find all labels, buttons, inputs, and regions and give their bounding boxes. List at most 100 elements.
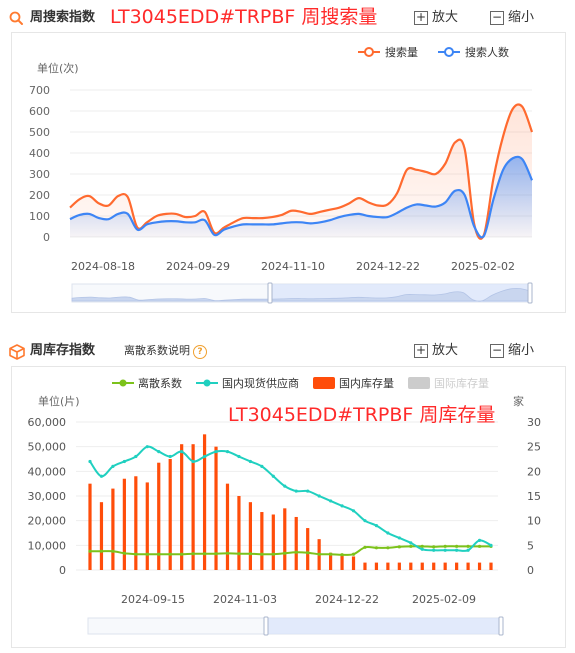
series-point [122,551,126,555]
legend-marker [444,47,454,57]
y-tick-label: 0 [43,231,50,244]
stock-bar [111,488,115,570]
y-tick-label: 500 [29,126,50,139]
legend-swatch [313,377,335,389]
series-point [283,551,287,555]
legend-item-3[interactable]: 国内库存量 [313,376,394,390]
minus-icon: − [490,10,504,25]
stock-bar [202,434,207,570]
stock-bar [397,562,401,570]
x-tick-label: 2024-09-15 [121,593,185,606]
series-point [443,548,447,552]
slider-handle-left[interactable] [263,616,269,636]
stock-bar [420,562,424,570]
series-point [397,536,401,540]
y-tick-label: 30,000 [28,490,67,503]
legend-item-1[interactable]: 搜索量 [358,45,418,59]
series-point [317,552,321,556]
series-point [340,553,344,557]
y-tick-label: 700 [29,84,50,97]
y-tick-label: 600 [29,105,50,118]
stock-bar [477,562,482,570]
series-point [111,549,115,553]
stock-bar [351,556,356,570]
stock-bar [260,512,264,570]
search-zoom-in-button[interactable]: + 放大 [414,10,459,25]
y2-tick-label: 20 [527,465,541,478]
series-point [386,531,390,535]
stock-bar [294,516,298,570]
stock-bar [363,562,367,570]
legend-item-2[interactable]: 国内现货供应商 [196,376,299,390]
series-line-2 [69,155,534,239]
slider-handle-left[interactable] [267,282,273,304]
series-point [306,551,310,555]
stock-bar [443,562,447,570]
stock-bar [88,483,92,570]
x-tick-label: 2024-09-29 [166,260,230,273]
legend-swatch [408,377,430,389]
legend-item-2[interactable]: 搜索人数 [438,45,509,59]
series-point [168,552,172,556]
series-point [374,546,379,550]
legend-label: 国际库存量 [434,376,489,390]
stock-bar [191,444,195,570]
search-zoom-out-button[interactable]: − 缩小 [490,10,535,25]
series-point [145,445,149,449]
series-point [466,548,470,552]
series-point [157,450,161,454]
series-point [248,459,252,464]
slider-handle-right[interactable] [498,616,504,636]
search-chart: 单位(次) 0 100 200 300 400 500 600 700 2024-08-18 202… [29,45,534,304]
series-point [294,489,298,493]
series-point [248,552,252,556]
slider-handle-right[interactable] [527,282,533,304]
y2-tick-label: 0 [527,564,534,577]
y-tick-label: 0 [59,564,66,577]
series-point [237,552,241,556]
y-tick-label: 400 [29,147,50,160]
series-point [202,454,207,459]
slider-window [266,618,501,634]
series-point [122,459,126,464]
series-line-1 [69,103,534,240]
series-point [237,454,241,459]
legend-label: 搜索人数 [465,45,509,59]
series-point [168,454,172,459]
series-point [363,545,367,549]
stock-section-header: 周库存指数 离散系数说明? + 放大 − 缩小 [0,339,575,365]
stock-bar [134,476,138,570]
stock-bar [122,478,126,570]
y-axis-label: 单位(片) [38,394,80,408]
stock-bar [466,562,470,570]
slider-preview [71,287,531,302]
dispersion-help-link[interactable]: 离散系数说明? [124,341,207,361]
search-overlay-label: LT3045EDD#TRPBF 周搜索量 [110,6,378,28]
series-point [420,547,424,551]
range-slider[interactable] [87,616,504,636]
y-tick-label: 50,000 [28,441,67,454]
stock-bar [168,459,172,570]
series-point [477,538,482,542]
legend-item-1[interactable]: 离散系数 [112,376,182,390]
stock-overlay-label: LT3045EDD#TRPBF 周库存量 [228,404,496,426]
range-slider[interactable] [71,282,533,304]
stock-bar [374,562,379,570]
stock-bar [340,553,344,570]
stock-zoom-out-button[interactable]: − 缩小 [490,343,535,358]
y2-tick-label: 30 [527,416,541,429]
y-tick-label: 10,000 [28,539,67,552]
series-point [420,544,424,548]
series-point [409,544,413,548]
stock-zoom-in-button[interactable]: + 放大 [414,343,459,358]
stock-bar [157,462,161,570]
stock-bar [145,482,149,570]
stock-bar [283,508,287,570]
series-point [466,544,470,548]
legend-item-4[interactable]: 国际库存量 [408,376,489,390]
stock-bar [306,528,310,570]
legend-label: 国内现货供应商 [222,376,299,390]
y2-tick-label: 25 [527,441,541,454]
y-tick-label: 60,000 [28,416,67,429]
stock-bar [214,446,218,570]
